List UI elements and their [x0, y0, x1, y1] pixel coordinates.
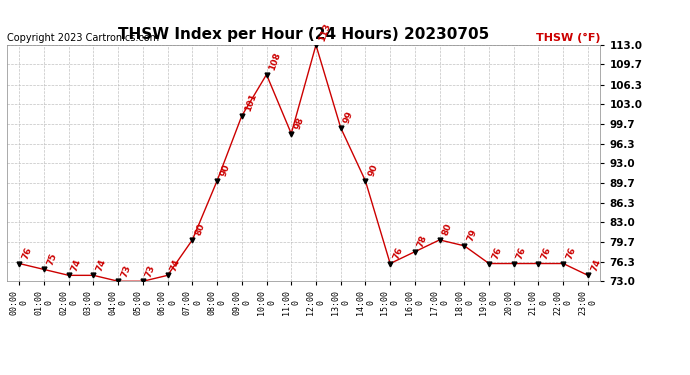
Text: 74: 74	[169, 258, 182, 273]
Title: THSW Index per Hour (24 Hours) 20230705: THSW Index per Hour (24 Hours) 20230705	[118, 27, 489, 42]
Text: 79: 79	[466, 228, 479, 243]
Text: 80: 80	[194, 222, 206, 237]
Text: 101: 101	[243, 93, 258, 113]
Text: 99: 99	[342, 110, 355, 125]
Text: 75: 75	[46, 252, 58, 267]
Text: 80: 80	[441, 222, 453, 237]
Text: 90: 90	[219, 163, 231, 178]
Text: 113: 113	[317, 21, 332, 42]
Text: 73: 73	[144, 264, 157, 279]
Text: 76: 76	[540, 246, 553, 261]
Text: 74: 74	[589, 258, 602, 273]
Text: 76: 76	[391, 246, 404, 261]
Text: 74: 74	[70, 258, 83, 273]
Text: 76: 76	[564, 246, 578, 261]
Text: THSW (°F): THSW (°F)	[536, 33, 600, 43]
Text: 74: 74	[95, 258, 108, 273]
Text: 76: 76	[515, 246, 528, 261]
Text: 76: 76	[21, 246, 33, 261]
Text: 76: 76	[491, 246, 503, 261]
Text: 108: 108	[268, 51, 283, 72]
Text: 78: 78	[416, 234, 429, 249]
Text: 73: 73	[119, 264, 132, 279]
Text: Copyright 2023 Cartronics.com: Copyright 2023 Cartronics.com	[7, 33, 159, 43]
Text: 90: 90	[367, 163, 380, 178]
Text: 98: 98	[293, 116, 306, 131]
